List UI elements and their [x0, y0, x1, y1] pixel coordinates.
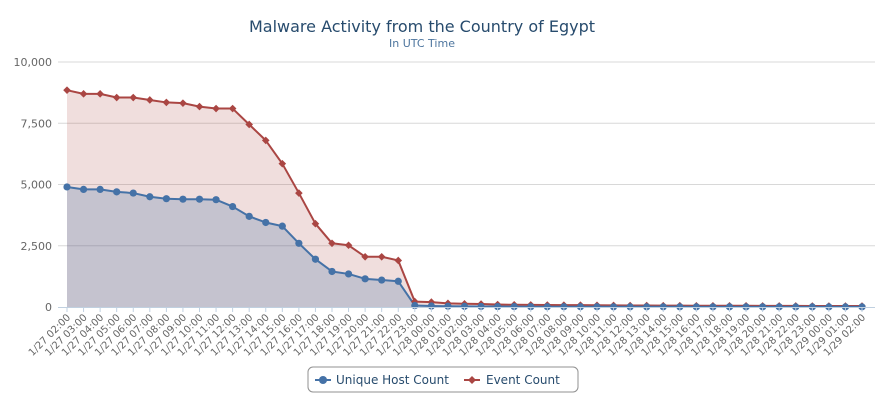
y-tick-label: 7,500: [21, 117, 53, 130]
y-axis: 0 2,500 5,000 7,500 10,000: [14, 56, 53, 314]
point-unique-host-count[interactable]: [229, 202, 237, 211]
point-unique-host-count[interactable]: [278, 222, 286, 230]
point-unique-host-count[interactable]: [444, 302, 452, 310]
point-unique-host-count[interactable]: [609, 303, 618, 311]
point-event-count[interactable]: [63, 86, 71, 94]
point-unique-host-count[interactable]: [328, 267, 336, 276]
y-tick-label: 0: [45, 301, 52, 314]
point-event-count[interactable]: [146, 96, 154, 104]
point-event-count[interactable]: [212, 104, 220, 113]
point-unique-host-count[interactable]: [825, 303, 833, 311]
legend-label-host: Unique Host Count: [336, 373, 449, 387]
point-event-count[interactable]: [96, 90, 104, 98]
point-unique-host-count[interactable]: [560, 303, 568, 311]
point-unique-host-count[interactable]: [725, 303, 734, 311]
point-unique-host-count[interactable]: [775, 303, 783, 311]
point-event-count[interactable]: [311, 219, 320, 228]
chart-title: Malware Activity from the Country of Egy…: [249, 17, 595, 36]
point-event-count[interactable]: [278, 159, 287, 168]
point-unique-host-count[interactable]: [543, 303, 551, 311]
point-unique-host-count[interactable]: [676, 303, 684, 311]
point-event-count[interactable]: [79, 90, 88, 98]
series-areas: [67, 90, 862, 308]
point-event-count[interactable]: [328, 239, 336, 248]
legend-label-event: Event Count: [486, 373, 560, 387]
point-event-count[interactable]: [245, 120, 253, 129]
legend-marker-event: [468, 376, 476, 384]
y-tick-label: 10,000: [14, 56, 53, 69]
point-unique-host-count[interactable]: [460, 302, 469, 310]
y-tick-label: 2,500: [21, 240, 53, 253]
point-event-count[interactable]: [411, 297, 419, 306]
area-event-count: [67, 90, 862, 308]
point-unique-host-count[interactable]: [63, 183, 71, 191]
point-event-count[interactable]: [377, 252, 386, 261]
series-markers: [63, 86, 866, 311]
point-unique-host-count[interactable]: [361, 275, 369, 283]
point-unique-host-count[interactable]: [245, 212, 253, 220]
point-unique-host-count[interactable]: [295, 239, 303, 247]
point-event-count[interactable]: [162, 98, 171, 107]
point-unique-host-count[interactable]: [494, 302, 502, 311]
point-unique-host-count[interactable]: [576, 303, 585, 311]
point-unique-host-count[interactable]: [742, 303, 750, 311]
point-unique-host-count[interactable]: [195, 195, 204, 203]
chart-subtitle: In UTC Time: [389, 37, 455, 50]
point-unique-host-count[interactable]: [146, 193, 154, 201]
legend-item-unique-host-count[interactable]: Unique Host Count: [315, 373, 449, 387]
point-unique-host-count[interactable]: [394, 277, 402, 285]
point-event-count[interactable]: [261, 136, 270, 145]
point-unique-host-count[interactable]: [129, 189, 137, 197]
point-unique-host-count[interactable]: [759, 303, 767, 311]
point-unique-host-count[interactable]: [841, 303, 850, 311]
y-tick-label: 5,000: [21, 179, 53, 192]
point-unique-host-count[interactable]: [162, 195, 170, 203]
point-unique-host-count[interactable]: [692, 303, 700, 311]
point-event-count[interactable]: [129, 93, 138, 102]
point-event-count[interactable]: [179, 99, 187, 107]
legend-box: [307, 366, 579, 393]
point-event-count[interactable]: [112, 93, 121, 102]
point-unique-host-count[interactable]: [808, 303, 816, 311]
point-unique-host-count[interactable]: [96, 185, 104, 193]
area-unique-host-count: [67, 186, 862, 307]
point-unique-host-count[interactable]: [593, 303, 601, 311]
legend: Unique Host Count Event Count: [307, 366, 579, 393]
point-unique-host-count[interactable]: [510, 303, 518, 311]
point-unique-host-count[interactable]: [659, 303, 667, 311]
point-event-count[interactable]: [228, 104, 237, 113]
point-unique-host-count[interactable]: [344, 270, 353, 278]
point-unique-host-count[interactable]: [311, 255, 320, 263]
point-unique-host-count[interactable]: [378, 276, 386, 284]
point-unique-host-count[interactable]: [113, 188, 121, 196]
point-unique-host-count[interactable]: [626, 303, 634, 311]
point-unique-host-count[interactable]: [179, 195, 187, 203]
point-unique-host-count[interactable]: [792, 303, 800, 311]
point-event-count[interactable]: [394, 256, 403, 265]
point-unique-host-count[interactable]: [527, 303, 535, 311]
point-unique-host-count[interactable]: [643, 303, 651, 311]
point-event-count[interactable]: [344, 241, 353, 250]
point-unique-host-count[interactable]: [709, 303, 717, 311]
legend-item-event-count[interactable]: Event Count: [464, 373, 560, 387]
point-unique-host-count[interactable]: [262, 218, 270, 227]
point-unique-host-count[interactable]: [212, 196, 220, 204]
point-event-count[interactable]: [361, 252, 369, 261]
point-unique-host-count[interactable]: [858, 303, 866, 311]
grid-lines: [58, 61, 875, 247]
point-unique-host-count[interactable]: [477, 302, 485, 311]
point-event-count[interactable]: [295, 189, 303, 197]
x-axis: 1/27 02:001/27 03:001/27 04:001/27 05:00…: [27, 307, 868, 359]
point-unique-host-count[interactable]: [79, 185, 88, 193]
legend-marker-host: [319, 376, 327, 384]
point-event-count[interactable]: [195, 102, 204, 111]
